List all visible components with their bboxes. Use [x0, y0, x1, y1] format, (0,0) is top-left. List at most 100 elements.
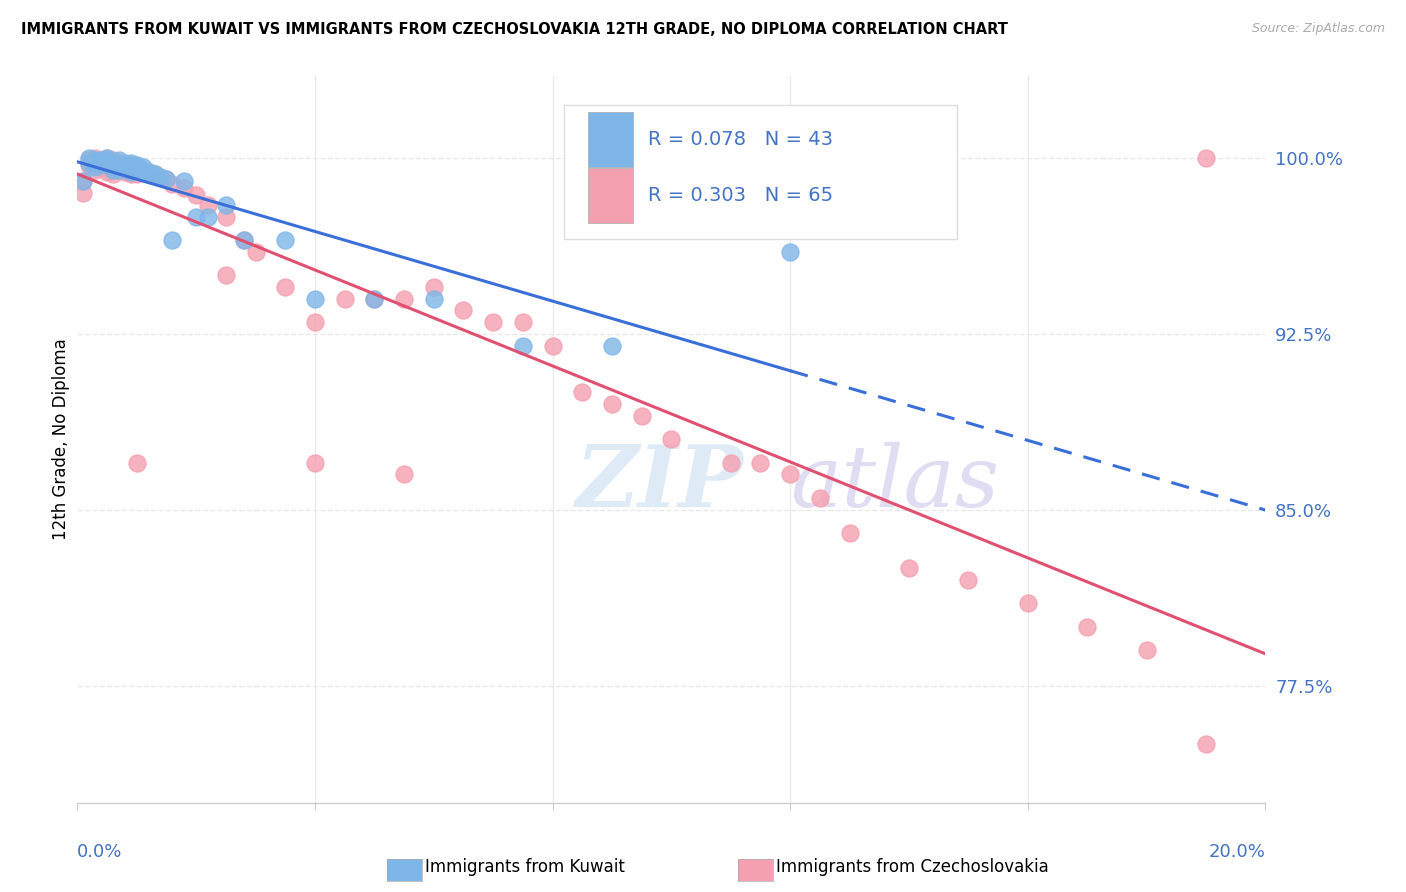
- Point: [114, 165, 136, 179]
- Point: [363, 292, 385, 306]
- Point: [898, 561, 921, 575]
- Text: atlas: atlas: [790, 442, 1000, 524]
- Point: [77, 151, 100, 165]
- Point: [1135, 643, 1157, 657]
- Point: [143, 167, 166, 181]
- Text: Immigrants from Czechoslovakia: Immigrants from Czechoslovakia: [776, 858, 1049, 876]
- Point: [1195, 737, 1218, 751]
- Point: [101, 155, 124, 169]
- Point: [120, 161, 142, 175]
- Point: [162, 177, 184, 191]
- Point: [72, 174, 94, 188]
- Point: [749, 456, 772, 470]
- Point: [482, 315, 505, 329]
- Point: [155, 172, 177, 186]
- Point: [808, 491, 831, 505]
- Point: [125, 167, 148, 181]
- Point: [114, 158, 136, 172]
- Point: [143, 167, 166, 181]
- Point: [304, 292, 326, 306]
- Point: [120, 165, 142, 179]
- Point: [197, 198, 219, 212]
- Point: [661, 432, 683, 446]
- Point: [197, 210, 219, 224]
- Point: [90, 153, 112, 168]
- Point: [186, 210, 208, 224]
- Point: [149, 169, 172, 184]
- Point: [779, 244, 801, 259]
- Text: Source: ZipAtlas.com: Source: ZipAtlas.com: [1251, 22, 1385, 36]
- Point: [72, 174, 94, 188]
- Point: [77, 155, 100, 169]
- Point: [274, 280, 297, 294]
- Point: [392, 292, 415, 306]
- Point: [108, 162, 131, 177]
- FancyBboxPatch shape: [588, 112, 633, 167]
- Point: [215, 268, 238, 282]
- Point: [108, 155, 131, 169]
- Point: [155, 172, 177, 186]
- Point: [600, 338, 623, 352]
- Point: [96, 155, 118, 169]
- Point: [125, 161, 148, 175]
- Point: [84, 155, 107, 169]
- Point: [512, 315, 534, 329]
- Point: [838, 526, 860, 541]
- Point: [600, 397, 623, 411]
- Point: [131, 161, 153, 175]
- Point: [101, 167, 124, 181]
- Point: [77, 158, 100, 172]
- Point: [422, 280, 444, 294]
- Point: [114, 161, 136, 175]
- Point: [77, 153, 100, 168]
- Text: IMMIGRANTS FROM KUWAIT VS IMMIGRANTS FROM CZECHOSLOVAKIA 12TH GRADE, NO DIPLOMA : IMMIGRANTS FROM KUWAIT VS IMMIGRANTS FRO…: [21, 22, 1008, 37]
- Point: [571, 385, 593, 400]
- Point: [304, 456, 326, 470]
- Point: [173, 174, 195, 188]
- Point: [84, 155, 107, 169]
- Point: [453, 303, 475, 318]
- Point: [101, 153, 124, 168]
- Point: [138, 165, 160, 179]
- Point: [125, 456, 148, 470]
- Point: [173, 181, 195, 195]
- Point: [125, 158, 148, 172]
- Point: [304, 315, 326, 329]
- Point: [96, 158, 118, 172]
- Point: [114, 155, 136, 169]
- Point: [131, 165, 153, 179]
- Point: [245, 244, 267, 259]
- Point: [120, 158, 142, 172]
- Point: [541, 338, 564, 352]
- Point: [96, 151, 118, 165]
- Point: [215, 210, 238, 224]
- Point: [101, 161, 124, 175]
- Text: 0.0%: 0.0%: [77, 843, 122, 861]
- Point: [232, 233, 254, 247]
- Text: R = 0.303   N = 65: R = 0.303 N = 65: [648, 186, 832, 205]
- Point: [392, 467, 415, 482]
- Point: [72, 186, 94, 200]
- Text: ZIP: ZIP: [576, 442, 744, 524]
- Point: [96, 151, 118, 165]
- Point: [186, 188, 208, 202]
- Point: [90, 161, 112, 175]
- Point: [1076, 620, 1098, 634]
- Point: [333, 292, 356, 306]
- Point: [215, 198, 238, 212]
- Text: R = 0.078   N = 43: R = 0.078 N = 43: [648, 130, 832, 149]
- Text: 20.0%: 20.0%: [1209, 843, 1265, 861]
- Text: Immigrants from Kuwait: Immigrants from Kuwait: [425, 858, 624, 876]
- Point: [720, 456, 742, 470]
- Point: [232, 233, 254, 247]
- Point: [84, 153, 107, 168]
- Point: [90, 155, 112, 169]
- Point: [84, 161, 107, 175]
- Point: [363, 292, 385, 306]
- Point: [131, 162, 153, 177]
- FancyBboxPatch shape: [564, 105, 956, 239]
- Point: [149, 169, 172, 184]
- Point: [957, 573, 980, 587]
- Point: [108, 153, 131, 168]
- Point: [96, 165, 118, 179]
